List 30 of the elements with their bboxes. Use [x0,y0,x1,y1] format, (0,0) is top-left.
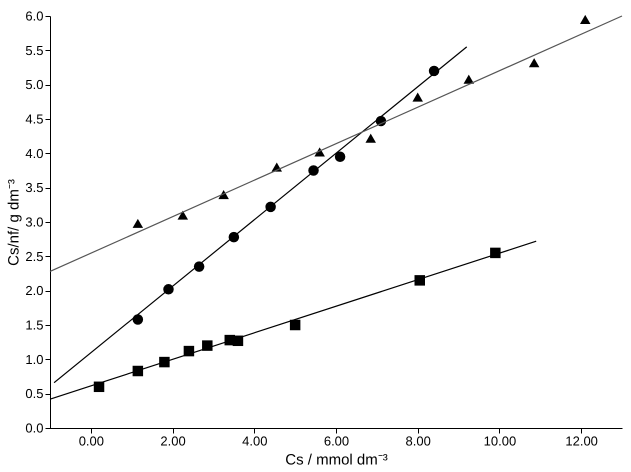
y-tick-label: 4.5 [25,112,44,126]
point [290,320,300,330]
y-tick-label: 1.5 [25,318,44,332]
y-tick-label: 3.0 [25,214,44,230]
y-tick-label: 2.5 [25,248,44,264]
x-tick-label: 8.00 [406,434,431,448]
y-tick-label: 4.0 [25,146,44,161]
x-tick-label: 6.00 [324,434,350,448]
y-tick-label: 1.0 [25,352,44,367]
y-tick-label: 5.0 [25,77,44,92]
point [365,134,376,143]
y-axis-title: Cs/nf/ g dm⁻³ [5,179,22,266]
x-tick-label: 12.00 [565,434,598,448]
y-tick-label: 6.0 [25,8,44,24]
y-tick-label: 2.0 [25,283,44,298]
y-tick-label: 5.5 [25,42,44,58]
y-tick-label: 0.0 [25,420,44,436]
point [178,210,188,220]
x-tick-label: 2.00 [160,434,186,448]
point [580,14,590,24]
x-axis-title: Cs / mmol dm⁻³ [285,452,388,468]
point [412,92,423,102]
y-tick-label: 3.5 [25,180,44,196]
x-tick-label: 10.00 [484,434,516,448]
point [528,58,540,68]
x-tick-label: 0.00 [78,434,104,448]
point [334,152,346,162]
point [132,218,144,228]
x-tick-label: 4.00 [242,434,268,448]
y-tick-label: 0.5 [25,386,44,402]
